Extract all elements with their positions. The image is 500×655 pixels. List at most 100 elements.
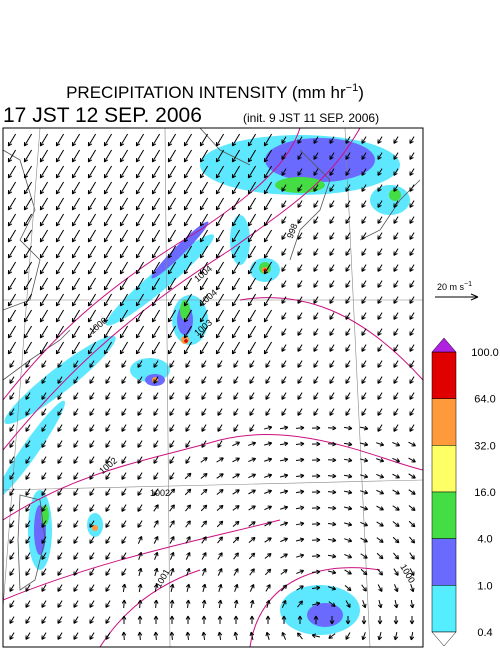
wind-arrow xyxy=(408,457,416,463)
wind-arrow xyxy=(103,277,113,291)
wind-arrow xyxy=(153,631,159,641)
wind-arrow xyxy=(377,264,383,272)
wind-arrow xyxy=(55,213,65,227)
wind-arrow xyxy=(151,341,161,355)
wind-arrow xyxy=(343,473,353,479)
wind-arrow xyxy=(295,505,305,511)
wind-arrow xyxy=(296,585,304,591)
wind-scale-label: 20 m s−1 xyxy=(437,281,472,292)
wind-arrow xyxy=(233,376,239,384)
wind-arrow xyxy=(313,615,319,624)
wind-arrow xyxy=(25,472,31,480)
wind-arrow xyxy=(41,408,47,416)
wind-arrow xyxy=(7,197,17,211)
wind-arrow xyxy=(281,296,287,304)
wind-arrow xyxy=(232,441,241,447)
wind-arrow xyxy=(199,149,209,163)
wind-arrow xyxy=(297,248,303,256)
wind-arrow xyxy=(231,309,241,323)
wind-arrow xyxy=(233,552,239,560)
wind-arrow xyxy=(185,583,191,593)
wind-arrow xyxy=(57,488,63,496)
wind-arrow xyxy=(121,360,127,368)
wind-arrow xyxy=(105,536,111,544)
wind-arrow xyxy=(103,149,113,163)
wind-arrow xyxy=(215,149,225,163)
wind-arrow xyxy=(360,506,369,511)
wind-arrow xyxy=(169,456,175,464)
wind-arrow xyxy=(199,245,209,259)
wind-arrow xyxy=(151,133,161,147)
wind-arrow xyxy=(135,277,145,291)
wind-arrow xyxy=(71,245,81,259)
wind-arrow xyxy=(264,521,272,527)
map-frame xyxy=(2,127,424,648)
wind-arrow xyxy=(376,489,385,495)
wind-arrow xyxy=(105,376,111,384)
wind-arrow xyxy=(311,601,321,607)
wind-arrow xyxy=(39,133,49,147)
wind-arrow xyxy=(215,245,225,259)
wind-arrow xyxy=(264,505,273,511)
wind-arrow xyxy=(377,168,383,176)
wind-arrow xyxy=(279,425,289,431)
wind-arrow xyxy=(215,165,225,179)
wind-arrow xyxy=(23,309,33,323)
wind-arrow xyxy=(313,200,319,208)
wind-arrow xyxy=(231,277,241,291)
wind-arrow xyxy=(39,149,49,163)
wind-arrow xyxy=(329,296,335,304)
wind-arrow xyxy=(151,229,161,243)
wind-arrow xyxy=(151,293,161,307)
wind-arrow xyxy=(121,520,127,528)
wind-arrow xyxy=(217,615,223,624)
wind-arrow xyxy=(377,136,383,144)
wind-arrow xyxy=(169,440,175,448)
wind-arrow xyxy=(169,583,175,593)
wind-arrow xyxy=(7,261,17,275)
wind-arrow xyxy=(199,133,209,147)
wind-arrow xyxy=(327,489,337,495)
wind-arrow xyxy=(105,392,111,400)
wind-arrow xyxy=(201,424,207,432)
wind-arrow xyxy=(393,248,399,256)
wind-arrow xyxy=(377,216,383,224)
wind-arrow xyxy=(137,488,143,496)
wind-arrow xyxy=(247,277,257,291)
wind-arrow xyxy=(313,152,319,160)
wind-arrow xyxy=(25,456,31,464)
wind-arrow xyxy=(297,264,303,272)
wind-arrow xyxy=(137,583,143,593)
wind-arrow xyxy=(73,408,79,416)
wind-arrow xyxy=(216,520,224,528)
wind-arrow xyxy=(199,277,209,291)
colorbar-segment xyxy=(431,398,457,446)
wind-arrow xyxy=(105,408,111,416)
wind-arrow xyxy=(345,168,351,176)
wind-arrow xyxy=(247,165,257,179)
wind-arrow xyxy=(264,568,272,576)
wind-arrow xyxy=(313,168,319,176)
wind-arrow xyxy=(135,197,145,211)
wind-arrow xyxy=(280,505,289,511)
wind-arrow xyxy=(249,568,255,576)
wind-arrow xyxy=(185,599,191,609)
wind-arrow xyxy=(199,309,209,323)
map-bg xyxy=(3,128,423,647)
wind-arrow xyxy=(71,277,81,291)
wind-arrow xyxy=(217,408,223,416)
wind-arrow xyxy=(201,360,207,368)
wind-arrow xyxy=(345,408,351,416)
wind-arrow xyxy=(57,408,63,416)
wind-arrow xyxy=(297,344,303,352)
wind-arrow xyxy=(153,408,159,416)
wind-arrow xyxy=(281,360,287,368)
wind-arrow xyxy=(361,616,367,625)
wind-arrow xyxy=(217,392,223,400)
wind-arrow xyxy=(409,168,415,176)
wind-arrow xyxy=(183,213,193,227)
wind-arrow xyxy=(313,376,319,384)
wind-arrow xyxy=(71,149,81,163)
wind-arrow xyxy=(135,165,145,179)
wind-arrow xyxy=(137,504,143,512)
